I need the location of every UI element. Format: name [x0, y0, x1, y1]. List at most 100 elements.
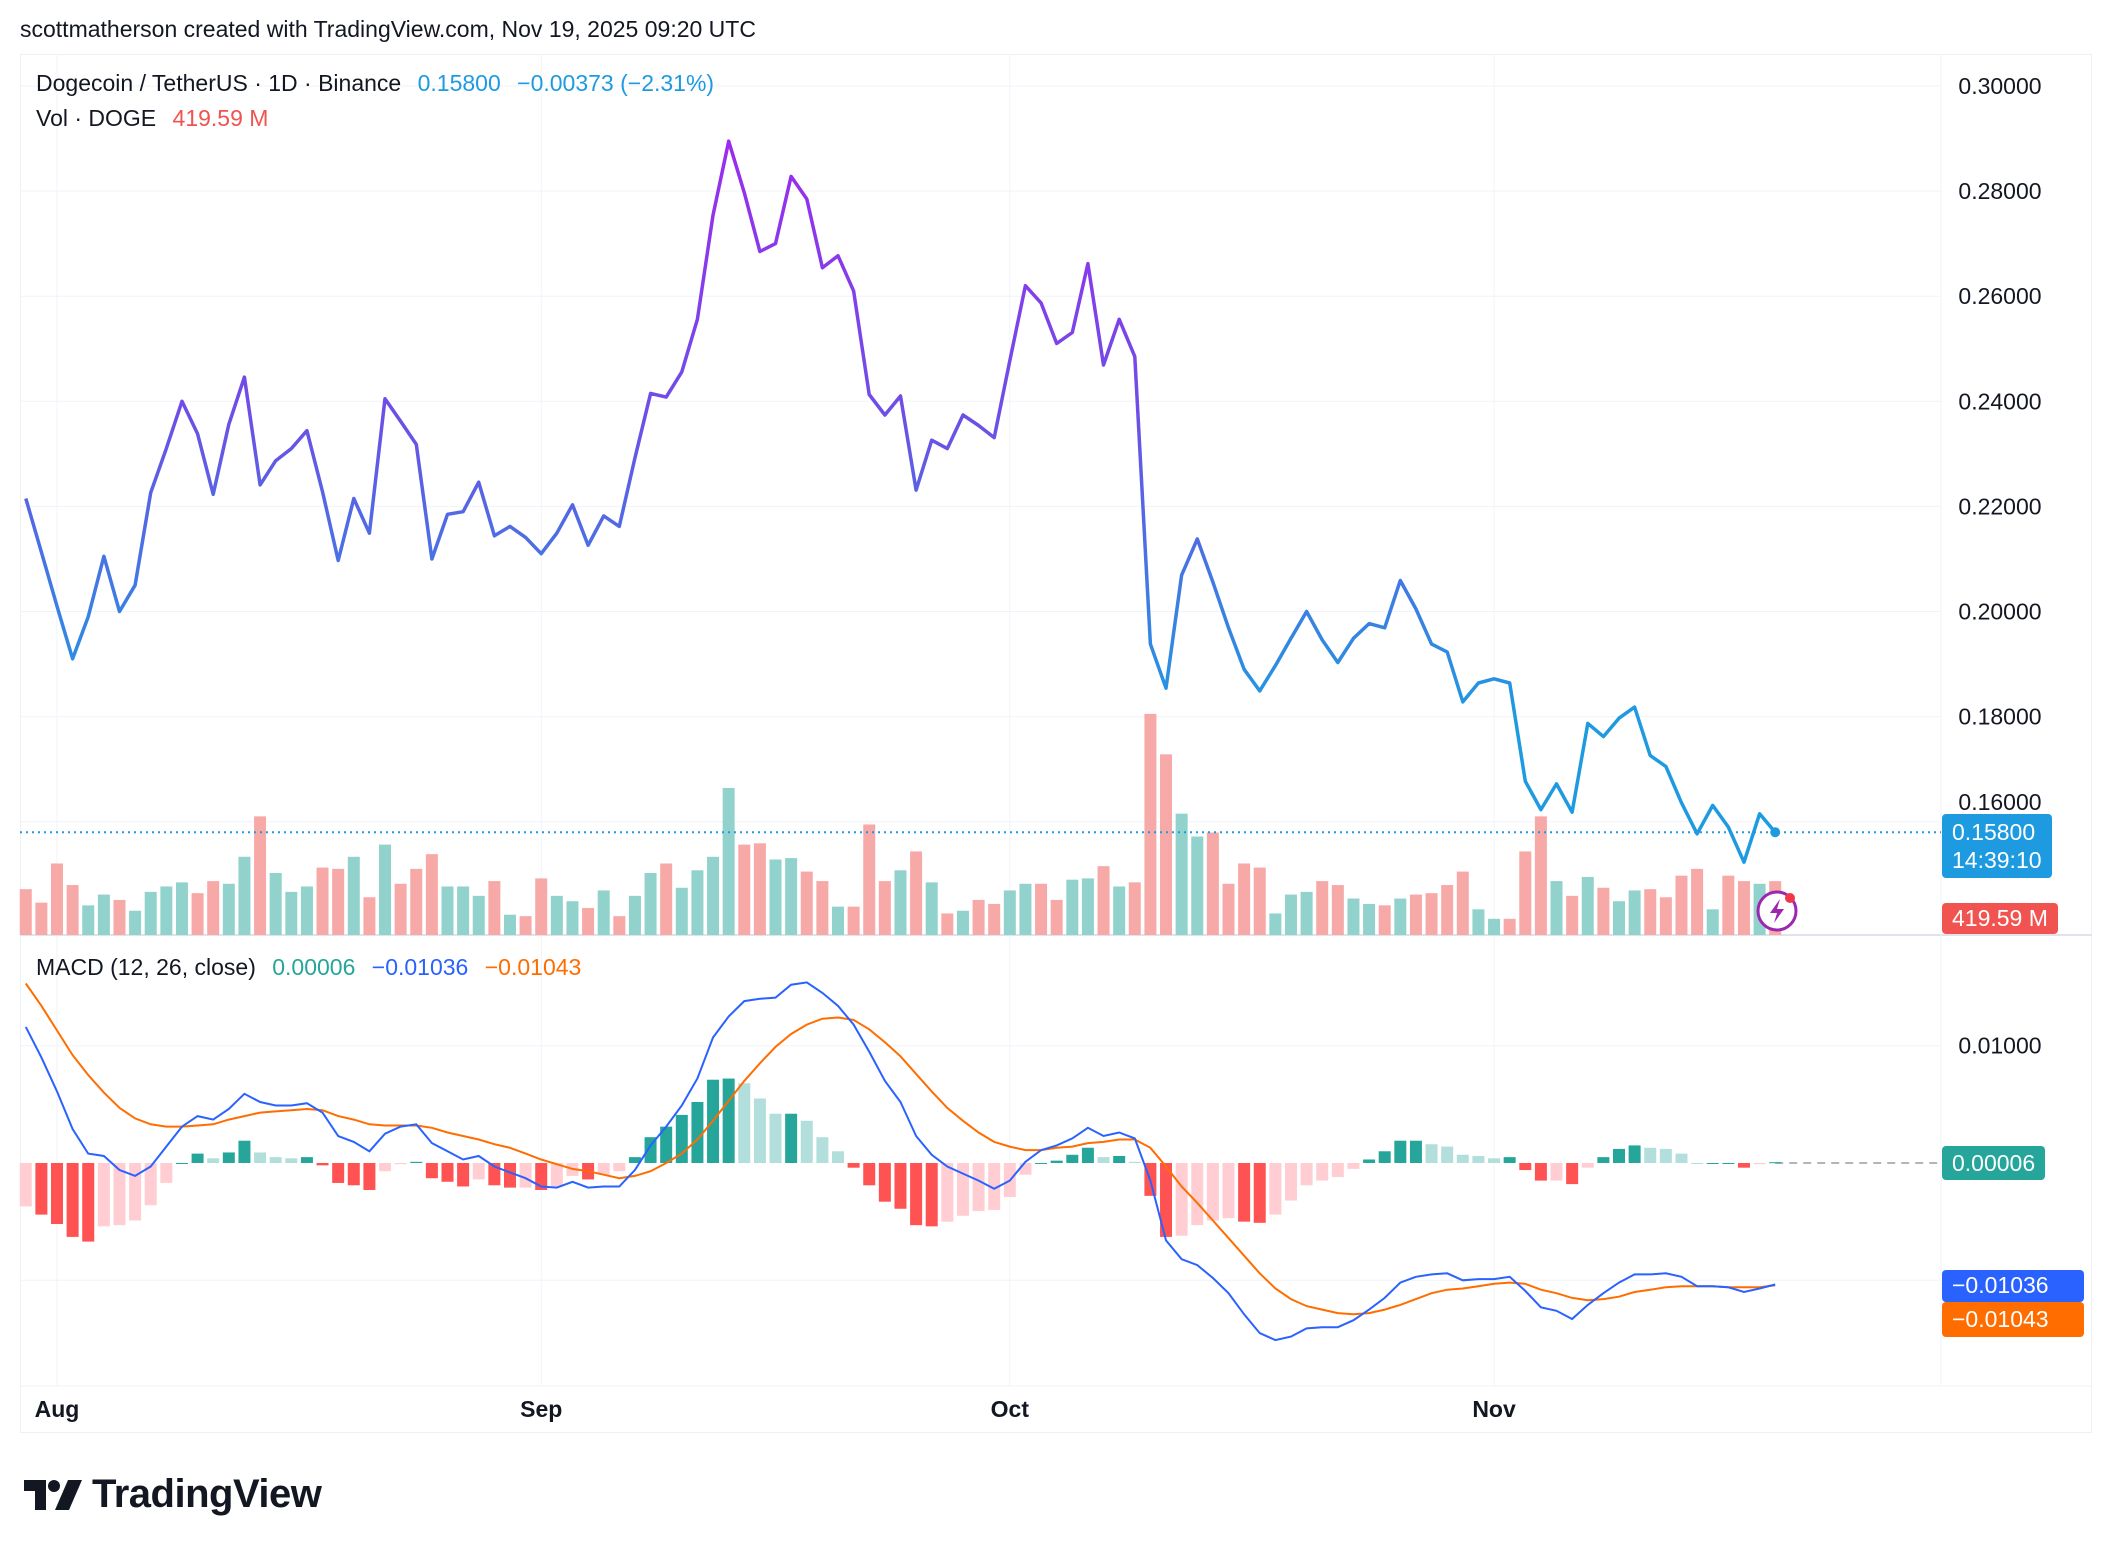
- volume-bar: [1363, 903, 1376, 935]
- volume-bar: [1050, 899, 1063, 935]
- volume-bar: [1206, 832, 1219, 935]
- histogram-bar: [1363, 1159, 1376, 1163]
- symbol-title[interactable]: Dogecoin / TetherUS · 1D · Binance: [36, 70, 402, 96]
- lightning-icon[interactable]: [1756, 890, 1798, 932]
- histogram-bar: [628, 1157, 641, 1163]
- volume-bar: [394, 883, 407, 935]
- histogram-bar: [1347, 1163, 1360, 1169]
- volume-bar: [1019, 883, 1032, 935]
- histogram-bar: [832, 1151, 844, 1163]
- histogram-bar: [347, 1163, 360, 1186]
- volume-bar: [1644, 889, 1657, 935]
- histogram-bar: [1644, 1147, 1657, 1163]
- volume-bar: [1081, 878, 1094, 935]
- histogram-bar: [847, 1163, 860, 1168]
- volume-bar: [1128, 882, 1141, 935]
- histogram-bar: [1628, 1145, 1641, 1163]
- histogram-bar: [1722, 1163, 1735, 1164]
- histogram-bar: [1175, 1163, 1188, 1236]
- histogram-bar: [316, 1163, 329, 1166]
- histogram-bar: [394, 1163, 407, 1165]
- histogram-bar: [1066, 1154, 1079, 1163]
- histogram-bar: [1519, 1163, 1532, 1171]
- volume-bar: [1409, 894, 1422, 935]
- volume-bar: [1113, 886, 1126, 935]
- histogram-bar: [1160, 1163, 1173, 1237]
- volume-bar: [488, 881, 501, 935]
- volume-bar: [691, 870, 704, 935]
- histogram-bar: [1113, 1155, 1126, 1163]
- histogram-bar: [722, 1078, 735, 1163]
- volume-bar: [300, 886, 313, 935]
- volume-badge: 419.59 M: [1942, 903, 2058, 934]
- histogram-bar: [941, 1163, 954, 1222]
- histogram-bar: [207, 1158, 220, 1163]
- histogram-bar: [238, 1140, 251, 1163]
- volume-bar: [660, 863, 673, 935]
- series-lines: [20, 139, 1941, 1342]
- tradingview-logo[interactable]: TradingView: [24, 1472, 322, 1517]
- histogram-bar: [82, 1163, 95, 1242]
- macd-legend: MACD (12, 26, close) 0.00006 −0.01036 −0…: [36, 954, 591, 981]
- volume-bar: [363, 897, 376, 935]
- histogram-bar: [1534, 1163, 1547, 1181]
- histogram-bar: [1035, 1163, 1048, 1164]
- histogram-bar: [878, 1163, 891, 1202]
- volume-bar: [878, 881, 891, 935]
- histogram-bar: [1394, 1140, 1407, 1163]
- histogram-bar: [129, 1163, 142, 1221]
- volume-bar: [441, 886, 454, 935]
- histogram-bar: [1472, 1155, 1485, 1163]
- histogram-bar: [503, 1163, 516, 1188]
- macd-hist-badge: 0.00006: [1942, 1146, 2046, 1180]
- histogram-bar: [113, 1163, 126, 1226]
- volume-bar: [1144, 713, 1157, 935]
- histogram-bar: [1269, 1163, 1282, 1215]
- volume-bar: [1222, 883, 1235, 935]
- volume-bar: [316, 867, 329, 935]
- volume-bar: [1722, 875, 1735, 935]
- volume-bar: [1300, 891, 1313, 935]
- volume-bar: [1503, 918, 1516, 935]
- volume-legend: Vol · DOGE 419.59 M: [36, 105, 278, 132]
- time-tick-label: Nov: [1472, 1396, 1516, 1422]
- histogram-bar: [1769, 1162, 1782, 1164]
- histogram-bar: [988, 1163, 1001, 1210]
- histogram-bar: [1706, 1163, 1719, 1164]
- histogram-bar: [519, 1163, 532, 1188]
- signal-line: [24, 982, 1776, 1316]
- histogram-bar: [1425, 1144, 1438, 1163]
- histogram-bar: [1081, 1147, 1094, 1163]
- price-tick-label: 0.24000: [1958, 388, 2041, 414]
- volume-bar: [738, 844, 751, 935]
- chart-credit: scottmatherson created with TradingView.…: [20, 16, 756, 42]
- volume-bar: [707, 856, 720, 935]
- histogram-bar: [191, 1153, 204, 1163]
- histogram-bar: [1456, 1154, 1469, 1163]
- price-tick-label: 0.18000: [1958, 704, 2041, 730]
- histogram-bar: [457, 1163, 470, 1187]
- volume-bar: [238, 856, 251, 935]
- histogram-bar: [285, 1158, 298, 1163]
- histogram-bar: [425, 1163, 438, 1179]
- volume-title[interactable]: Vol · DOGE: [36, 105, 157, 131]
- countdown-timer: 14:39:10: [1952, 847, 2042, 873]
- volume-bar: [1519, 851, 1532, 935]
- macd-line-badge: −0.01036: [1942, 1270, 2084, 1302]
- histogram-bar: [1019, 1163, 1032, 1175]
- volume-bar: [832, 906, 844, 935]
- histogram-bar: [410, 1161, 423, 1163]
- volume-bar: [222, 883, 235, 935]
- volume-bar: [425, 854, 438, 935]
- histogram-bar: [1597, 1157, 1610, 1163]
- time-tick-label: Oct: [991, 1396, 1030, 1422]
- histogram-bar: [644, 1137, 657, 1163]
- macd-title[interactable]: MACD (12, 26, close): [36, 954, 256, 980]
- volume-bar: [503, 914, 516, 935]
- histogram-bar: [1409, 1140, 1422, 1163]
- volume-bar: [769, 859, 782, 935]
- price-tick-label: 0.28000: [1958, 178, 2041, 204]
- histogram-bar: [753, 1098, 766, 1163]
- macd-tick-label: 0.01000: [1958, 1033, 2041, 1059]
